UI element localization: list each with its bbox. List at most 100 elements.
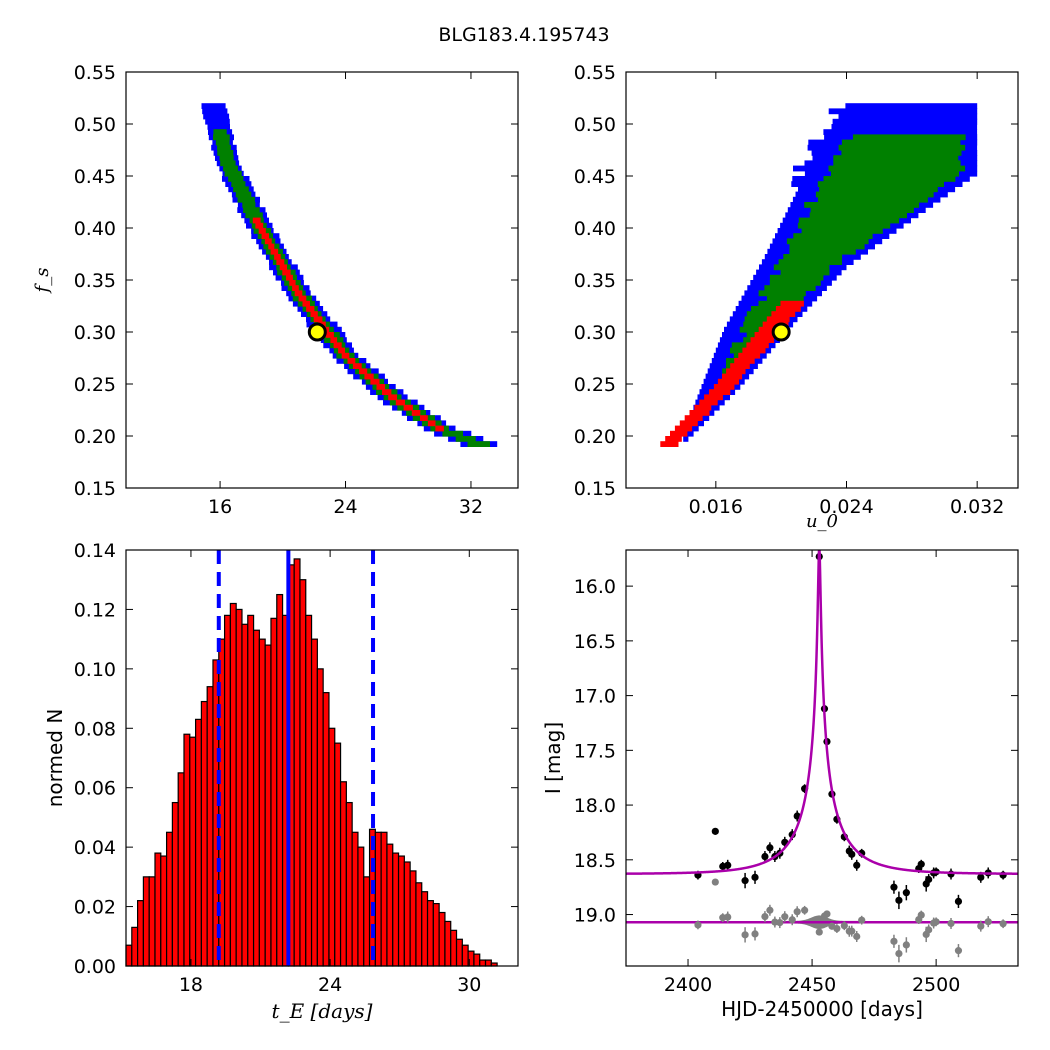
- x-tick-label: 2450: [788, 974, 836, 996]
- axes-frame: [125, 71, 519, 489]
- sigma1-cell: [294, 290, 303, 297]
- sigma1-cell: [382, 389, 392, 395]
- sigma1-cell: [264, 238, 272, 245]
- y-axis-label: normed N: [43, 709, 67, 808]
- histogram-bar: [421, 891, 429, 967]
- sigma2-cell: [817, 196, 928, 203]
- sigma1-cell: [370, 378, 380, 385]
- residual-point: [977, 922, 985, 930]
- residual-point: [781, 913, 789, 921]
- residual-point: [895, 949, 903, 958]
- sigma2-cell: [838, 144, 966, 151]
- histogram-bar: [177, 772, 185, 967]
- histogram-bar: [357, 846, 365, 967]
- residual-point: [751, 930, 759, 938]
- sigma2-cell: [746, 311, 786, 317]
- histogram-bar: [264, 644, 272, 967]
- sigma2-cell: [235, 191, 252, 198]
- sigma1-cell: [376, 384, 386, 390]
- data-point: [848, 850, 856, 858]
- x-axis-label: HJD-2450000 [days]: [721, 997, 923, 1021]
- residual-point: [761, 913, 769, 921]
- histogram-bar: [339, 781, 347, 967]
- y-tick-label: 0.10: [74, 659, 116, 681]
- data-point: [917, 860, 925, 868]
- sigma2-cell: [442, 430, 463, 437]
- sigma3-cell: [202, 108, 228, 115]
- sigma1-cell: [306, 306, 315, 312]
- best-fit-marker: [771, 322, 791, 342]
- y-tick-label: 0.45: [74, 166, 116, 188]
- sigma1-cell: [730, 363, 750, 369]
- y-tick-label: 19.0: [574, 905, 616, 927]
- x-ticks: 18 24 30: [179, 550, 481, 996]
- sigma2-cell: [773, 264, 830, 271]
- sigma1-cell: [754, 332, 778, 338]
- sigma2-cell: [217, 144, 231, 151]
- y-tick-label: 16.0: [574, 576, 616, 598]
- sigma2-cell: [237, 196, 255, 203]
- x-tick-label: 30: [457, 974, 481, 996]
- residual-point: [788, 916, 796, 924]
- x-axis-label: t_E [days]: [272, 999, 373, 1023]
- y-tick-label: 17.0: [574, 686, 616, 708]
- sigma1-cell: [780, 300, 804, 307]
- sigma1-cell: [420, 415, 428, 421]
- sigma1-cell: [713, 384, 735, 390]
- sigma1-cell: [742, 347, 766, 354]
- sigma2-cell: [744, 316, 785, 323]
- histogram-bar: [154, 852, 162, 967]
- data-point: [741, 877, 749, 885]
- y-ticks: 0.15 0.20 0.25 0.30 0.35 0.40 0.45 0.50 0.55: [74, 62, 518, 500]
- sigma2-cell: [789, 243, 865, 250]
- histogram-bar: [171, 801, 179, 967]
- histogram-bar: [444, 920, 452, 967]
- residual-point: [932, 918, 940, 926]
- histogram-bar: [148, 876, 156, 967]
- residual-point: [840, 922, 848, 930]
- sigma2-cell: [213, 134, 230, 141]
- data-point: [954, 897, 963, 906]
- sigma3-cell: [828, 108, 978, 115]
- sigma2-cell: [224, 170, 242, 177]
- sigma1-cell: [771, 311, 796, 317]
- histogram-bar: [438, 911, 446, 967]
- sigma2-cell: [743, 321, 777, 328]
- data-point: [977, 873, 985, 881]
- histogram-bar: [310, 638, 318, 967]
- sigma3-cell: [832, 118, 978, 125]
- sigma1-cell: [286, 274, 293, 281]
- sigma1-cell: [310, 311, 318, 317]
- y-tick-label: 0.04: [74, 837, 116, 859]
- data-point: [895, 896, 903, 904]
- sigma2-cell: [815, 191, 934, 198]
- histogram-bar: [426, 900, 434, 967]
- sigma3-cell: [201, 103, 226, 109]
- data-point: [711, 827, 719, 835]
- sigma3-cell: [683, 436, 689, 442]
- sigma2-cell: [219, 155, 234, 161]
- sigma3-cell: [683, 430, 694, 437]
- y-tick-label: 0.50: [574, 114, 616, 136]
- residual-point: [793, 908, 801, 916]
- sigma1-cell: [717, 378, 739, 385]
- sigma1-cell: [352, 363, 362, 369]
- x-tick-label: 32: [459, 496, 483, 518]
- histogram-bar: [293, 558, 301, 967]
- histogram-bar: [374, 831, 382, 967]
- sigma2-cell: [841, 139, 961, 146]
- sigma1-cell: [750, 337, 775, 343]
- y-tick-label: 0.20: [574, 426, 616, 448]
- histogram-bar: [345, 801, 353, 967]
- sigma1-cell: [292, 285, 299, 291]
- sigma1-cell: [734, 358, 755, 364]
- histogram-bar: [252, 629, 260, 967]
- sigma1-cell: [427, 420, 436, 427]
- histogram-bar: [479, 959, 487, 967]
- y-tick-label: 0.30: [574, 322, 616, 344]
- histogram-bar: [142, 876, 150, 967]
- sigma2-cell: [731, 342, 760, 349]
- y-tick-label: 0.35: [74, 270, 116, 292]
- sigma2-cell: [758, 300, 794, 307]
- y-tick-label: 0.35: [574, 270, 616, 292]
